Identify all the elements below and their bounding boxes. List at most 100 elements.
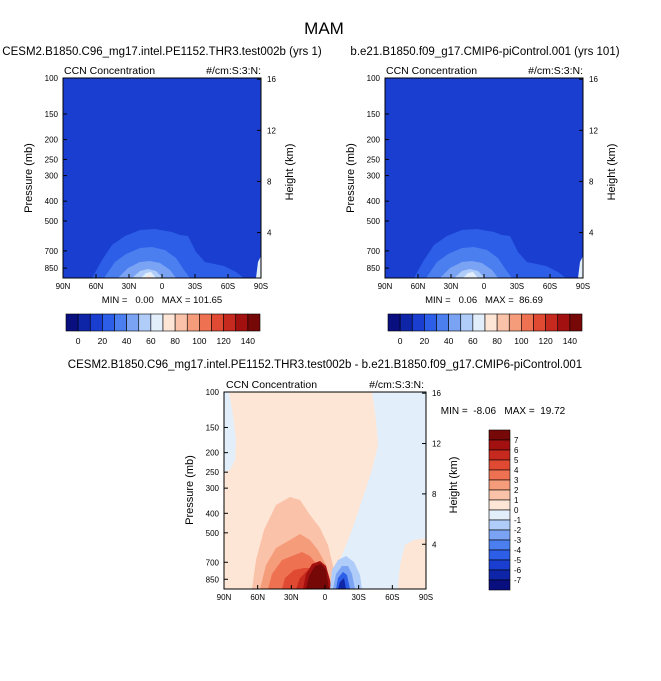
diff-ylabel: Pressure (mb) [184, 455, 196, 525]
y-tick-label: 300 [45, 172, 59, 181]
right-ylabel: Pressure (mb) [345, 143, 357, 213]
colorbar-label: 100 [514, 336, 528, 346]
colorbar-swatch [186, 313, 200, 332]
colorbar-label: 140 [241, 336, 255, 346]
colorbar-swatch [533, 313, 546, 332]
diff-colorbar-swatch [488, 429, 511, 441]
diff-colorbar-swatch [488, 479, 511, 491]
y-tick-label: 500 [206, 529, 220, 538]
colorbar-swatch [545, 313, 559, 332]
colorbar-label: 20 [420, 336, 430, 346]
y-tick-label: 250 [206, 468, 220, 477]
diff-negative-left-strip [224, 392, 236, 472]
colorbar-swatch [436, 313, 449, 332]
diff-colorbar-label: -3 [514, 536, 522, 545]
diff-negative-region [332, 392, 426, 589]
right-x-axis: 90N 60N 30N 0 30S 60S 90S [378, 274, 590, 291]
diff-colorbar-swatch [488, 549, 511, 561]
y-right-tick-label: 12 [432, 440, 441, 449]
left-contour-edge [256, 256, 261, 278]
y-tick-label: 100 [45, 74, 59, 83]
colorbar-swatch [424, 313, 437, 332]
diff-colorbar-swatch [488, 559, 511, 571]
y-tick-label: 700 [206, 558, 220, 567]
right-field [385, 78, 583, 278]
colorbar-swatch [484, 313, 498, 332]
y-tick-label: 850 [45, 264, 59, 273]
right-units: #/cm:S:3:N: [528, 65, 583, 77]
y-tick-label: 150 [206, 423, 220, 432]
colorbar-swatch [89, 313, 103, 332]
main-title: MAM [304, 19, 344, 38]
colorbar-label: 100 [192, 336, 206, 346]
diff-colorbar-label: -7 [514, 576, 522, 585]
left-units: #/cm:S:3:N: [206, 65, 261, 77]
diff-y-axis-right: 16 12 8 4 [422, 389, 441, 549]
diff-colorbar-swatch [488, 539, 511, 551]
diff-colorbar-label: 6 [514, 446, 519, 455]
colorbar-swatch [211, 313, 224, 332]
y-tick-label: 400 [45, 197, 59, 206]
y-tick-label: 500 [367, 217, 381, 226]
colorbar-swatch [508, 313, 522, 332]
diff-colorbar-swatch [488, 449, 511, 461]
y-right-tick-label: 8 [432, 490, 437, 499]
diff-colorbar-swatch [488, 529, 511, 541]
colorbar-label: 140 [563, 336, 577, 346]
y-right-tick-label: 16 [432, 389, 441, 398]
y-tick-label: 500 [45, 217, 59, 226]
colorbar-swatch [496, 313, 510, 332]
left-field [63, 78, 261, 278]
x-tick-label: 90S [419, 593, 433, 602]
y-right-tick-label: 8 [589, 177, 594, 186]
right-colorbar: 0 20 40 60 80 100 120 140 [387, 313, 583, 346]
left-contour-5 [141, 272, 156, 278]
right-ylabel-right: Height (km) [606, 144, 618, 201]
y-right-tick-label: 12 [267, 126, 276, 135]
x-tick-label: 60S [385, 593, 399, 602]
left-x-axis: 90N 60N 30N 0 30S 60S 90S [56, 274, 268, 291]
diff-colorbar-swatch [488, 579, 511, 591]
left-min-max: MIN = 0.00 MAX = 101.65 [102, 295, 222, 306]
y-right-tick-label: 12 [589, 126, 598, 135]
x-tick-label: 60N [89, 282, 104, 291]
colorbar-label: 40 [444, 336, 454, 346]
left-ylabel: Pressure (mb) [23, 143, 35, 213]
x-tick-label: 60N [250, 593, 265, 602]
x-tick-label: 30S [188, 282, 202, 291]
right-contour-edge [578, 256, 583, 278]
colorbar-swatch [223, 313, 237, 332]
colorbar-swatch [174, 313, 188, 332]
y-tick-label: 400 [206, 509, 220, 518]
colorbar-label: 20 [98, 336, 108, 346]
y-tick-label: 700 [367, 247, 381, 256]
x-tick-label: 30N [444, 282, 459, 291]
colorbar-swatch [569, 313, 583, 332]
right-y-axis-right: 16 12 8 4 [579, 75, 598, 238]
x-tick-label: 90S [576, 282, 590, 291]
diff-colorbar-swatch [488, 499, 511, 511]
colorbar-swatch [150, 313, 164, 332]
colorbar-swatch [114, 313, 127, 332]
x-tick-label: 60S [221, 282, 235, 291]
x-tick-label: 90S [254, 282, 268, 291]
diff-colorbar-label: -5 [514, 556, 522, 565]
colorbar-label: 120 [539, 336, 553, 346]
x-tick-label: 30S [510, 282, 524, 291]
diff-colorbar-label: 4 [514, 466, 519, 475]
y-tick-label: 850 [367, 264, 381, 273]
diff-colorbar-label: -2 [514, 526, 522, 535]
diff-colorbar-label: 5 [514, 456, 519, 465]
colorbar-swatch [399, 313, 413, 332]
colorbar-swatch [102, 313, 115, 332]
colorbar-swatch [411, 313, 425, 332]
colorbar-swatch [460, 313, 474, 332]
colorbar-label: 60 [146, 336, 156, 346]
left-y-axis: 100 150 200 250 300 400 500 700 850 [45, 74, 67, 273]
y-tick-label: 200 [367, 136, 381, 145]
diff-colorbar-swatch [488, 519, 511, 531]
colorbar-label: 80 [492, 336, 502, 346]
diff-units: #/cm:S:3:N: [369, 379, 424, 391]
